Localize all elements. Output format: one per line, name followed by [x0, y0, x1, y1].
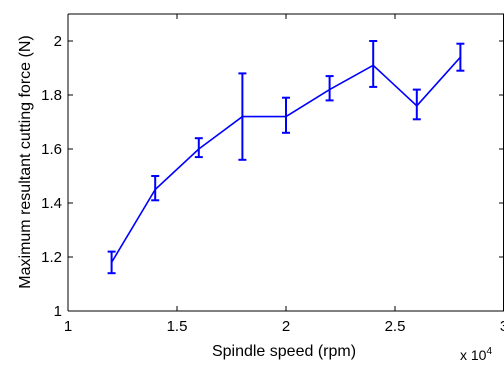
error-bar: [107, 250, 116, 275]
data-point: [241, 115, 244, 118]
error-bar: [194, 137, 203, 159]
y-tick-label: 1.6: [41, 141, 62, 158]
data-point: [285, 115, 287, 118]
data-point: [459, 56, 462, 58]
data-point: [110, 261, 113, 264]
x-axis-multiplier: x 104: [460, 346, 492, 363]
x-tick-label: 1.5: [167, 318, 188, 335]
y-tick-label: 1: [54, 303, 62, 320]
x-axis-ticks: 1 1.5 2 2.5 3: [64, 14, 504, 335]
x-axis-title: Spindle speed (rpm): [212, 343, 356, 360]
error-bar: [238, 72, 247, 161]
x-tick-label: 2: [282, 318, 290, 335]
x-axis-multiplier-base: x 10: [460, 347, 487, 363]
y-tick-label: 1.4: [41, 195, 62, 212]
data-point: [154, 188, 156, 191]
x-tick-label: 2.5: [385, 318, 406, 335]
x-tick-label: 1: [64, 318, 72, 335]
y-tick-label: 1.2: [41, 249, 62, 266]
y-tick-label: 2: [54, 33, 62, 50]
data-point: [416, 105, 418, 107]
error-bar: [369, 40, 378, 88]
error-bar: [282, 96, 290, 134]
data-point: [198, 148, 200, 150]
error-bar: [151, 175, 160, 202]
y-axis-title: Maximum resultant cutting force (N): [17, 35, 34, 288]
y-tick-label: 1.8: [41, 87, 62, 104]
plot-area: [68, 14, 504, 311]
series-layer: [107, 40, 465, 275]
data-point: [328, 88, 331, 91]
y-axis-ticks: 1 1.2 1.4 1.6 1.8 2: [41, 33, 504, 320]
x-tick-label: 3: [500, 318, 504, 335]
error-bar: [456, 42, 465, 72]
error-bar: [325, 75, 334, 102]
error-bar: [412, 88, 421, 121]
data-point: [372, 64, 375, 67]
x-axis-multiplier-exponent: 4: [486, 346, 492, 357]
